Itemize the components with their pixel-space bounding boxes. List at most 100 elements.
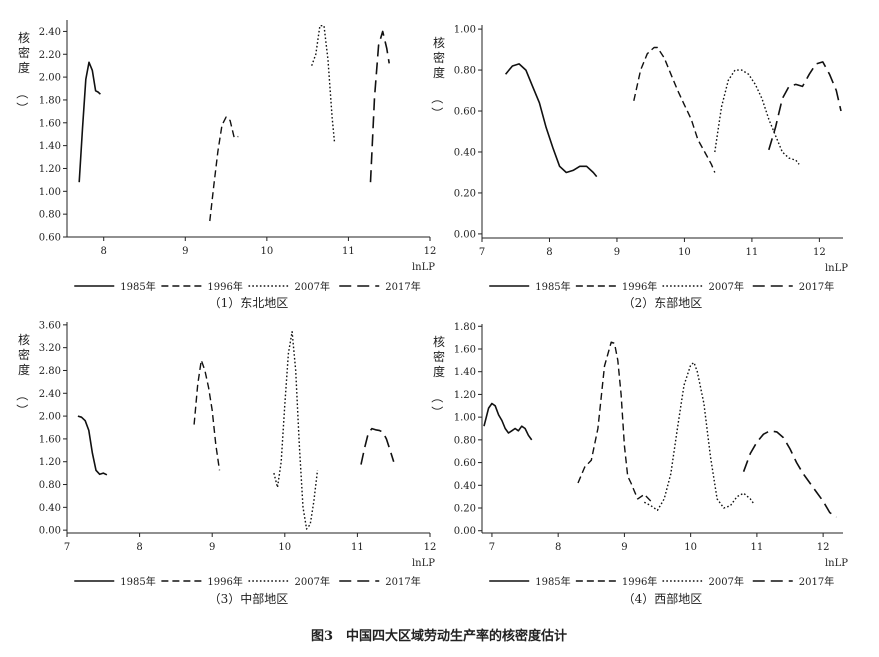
figure-caption: 图3 中国四大区域劳动生产率的核密度估计: [311, 628, 567, 644]
y-tick-label: 1.80: [39, 95, 61, 106]
y-tick-label: 2.00: [39, 412, 61, 423]
y-tick-label: 3.60: [39, 320, 61, 331]
y-axis-label: 核密度（）: [430, 36, 445, 119]
x-tick-label: 11: [746, 247, 759, 258]
x-tick-label: 9: [209, 542, 215, 553]
y-tick-label: 2.40: [39, 27, 61, 38]
panel-subtitle: （4）西部地区: [623, 591, 703, 606]
y-axis-label: 核密度（）: [15, 31, 30, 114]
x-tick-label: 7: [489, 542, 495, 553]
x-axis-label: lnLP: [412, 558, 435, 569]
y-tick-label: 0.20: [454, 504, 476, 515]
y-tick-label: 0.00: [454, 229, 476, 240]
y-tick-label: 1.60: [39, 434, 61, 445]
series-line-1: [77, 415, 108, 476]
y-tick-label: 0.60: [454, 107, 476, 118]
x-axis-label: lnLP: [412, 262, 435, 273]
y-tick-label: 2.00: [39, 73, 61, 84]
y-axis-label: 核密度（）: [15, 333, 30, 416]
series-line-3: [643, 361, 755, 511]
panel-subtitle: （1）东北地区: [209, 296, 289, 310]
x-tick-label: 12: [424, 542, 437, 553]
y-tick-label: 0.80: [39, 210, 61, 221]
x-tick-label: 10: [260, 246, 273, 257]
y-tick-label: 1.20: [39, 164, 61, 175]
legend-label: 2017年: [799, 575, 834, 588]
x-tick-label: 7: [64, 542, 70, 553]
y-tick-label: 1.00: [454, 25, 476, 36]
x-tick-label: 10: [684, 542, 697, 553]
y-axis-label: 核密度（）: [430, 335, 445, 418]
y-tick-label: 2.40: [39, 389, 61, 400]
x-tick-label: 9: [614, 247, 620, 258]
x-axis-label: lnLP: [825, 263, 848, 274]
series-line-3: [311, 25, 336, 144]
x-tick-label: 9: [621, 542, 627, 553]
x-tick-label: 8: [546, 247, 552, 258]
y-tick-label: 0.80: [39, 480, 61, 491]
x-tick-label: 8: [136, 542, 142, 553]
x-tick-label: 10: [678, 247, 691, 258]
series-line-1: [504, 63, 598, 178]
chart-panel-2: 0.00 0.20 0.40 0.60 0.80 1.00 7 8 9 10 11 12 lnLP 核密度…: [430, 25, 848, 310]
series-line-2: [193, 359, 221, 471]
legend-label: 1996年: [207, 575, 242, 588]
panel-subtitle: （3）中部地区: [209, 591, 289, 606]
x-tick-label: 11: [342, 246, 355, 257]
y-tick-label: 0.80: [454, 66, 476, 77]
y-tick-label: 3.20: [39, 343, 61, 354]
y-tick-label: 0.40: [39, 503, 61, 514]
series-line-3: [273, 331, 319, 530]
y-tick-label: 0.00: [39, 526, 61, 537]
legend-label: 2017年: [385, 280, 420, 293]
x-tick-label: 11: [751, 542, 764, 553]
x-tick-label: 8: [555, 542, 561, 553]
y-tick-label: 2.20: [39, 50, 61, 61]
x-tick-label: 9: [182, 246, 188, 257]
legend-label: 2017年: [385, 575, 420, 588]
x-tick-label: 8: [101, 246, 107, 257]
series-line-1: [483, 402, 533, 441]
legend-label: 1985年: [120, 575, 155, 588]
y-tick-label: 1.80: [454, 322, 476, 333]
y-tick-label: 0.40: [454, 481, 476, 492]
x-tick-label: 12: [813, 247, 826, 258]
series-line-4: [742, 429, 837, 518]
y-tick-label: 1.00: [39, 187, 61, 198]
series-line-2: [633, 46, 716, 173]
x-tick-label: 12: [817, 542, 830, 553]
x-tick-label: 10: [278, 542, 291, 553]
y-tick-label: 1.40: [39, 141, 61, 152]
y-tick-label: 1.60: [454, 344, 476, 355]
y-tick-label: 1.20: [454, 390, 476, 401]
y-tick-label: 0.20: [454, 188, 476, 199]
y-tick-label: 1.20: [39, 457, 61, 468]
y-tick-label: 0.40: [454, 147, 476, 158]
chart-panel-1: 0.60 0.80 1.00 1.20 1.40 1.60 1.80 2.00 2.20 2.40…: [15, 20, 436, 310]
legend-label: 2007年: [295, 575, 330, 588]
legend-label: 2007年: [709, 575, 744, 588]
x-tick-label: 11: [351, 542, 364, 553]
y-tick-label: 1.60: [39, 118, 61, 129]
series-line-2: [577, 341, 652, 502]
legend-label: 2007年: [709, 280, 744, 293]
y-tick-label: 0.00: [454, 526, 476, 537]
y-tick-label: 0.80: [454, 435, 476, 446]
x-tick-label: 7: [479, 247, 485, 258]
series-line-4: [360, 427, 395, 465]
x-axis-label: lnLP: [825, 558, 848, 569]
chart-panels: 0.60 0.80 1.00 1.20 1.40 1.60 1.80 2.00 2.20 2.40…: [15, 20, 848, 606]
series-line-4: [768, 61, 842, 151]
y-tick-label: 0.60: [39, 233, 61, 244]
legend-label: 1985年: [535, 575, 570, 588]
legend-label: 1985年: [120, 280, 155, 293]
series-line-2: [209, 116, 239, 222]
legend-label: 1985年: [535, 280, 570, 293]
series-line-1: [78, 61, 101, 183]
legend-label: 1996年: [622, 280, 657, 293]
legend-label: 1996年: [207, 280, 242, 293]
y-tick-label: 2.80: [39, 366, 61, 377]
legend-label: 2007年: [295, 280, 330, 293]
legend-label: 1996年: [622, 575, 657, 588]
